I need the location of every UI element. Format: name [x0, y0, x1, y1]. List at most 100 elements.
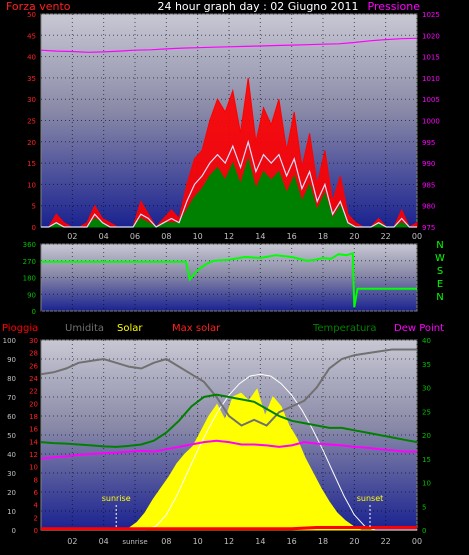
- panel3-legend: Pioggia Umidita Solar Max solar Temperatura D…: [2, 323, 444, 334]
- y-temp-tick: 30: [422, 385, 431, 393]
- y-left-tick: 45: [27, 32, 36, 40]
- y-temp-tick: 15: [422, 456, 431, 464]
- y-rain-tick: 2: [34, 514, 38, 522]
- panel3-annotations: sunrise sunset: [102, 494, 384, 528]
- y-right-tick: 980: [422, 203, 435, 211]
- y-right-tick: 1005: [422, 96, 440, 104]
- compass-label: E: [437, 279, 443, 290]
- x-annotation-sunrise: sunrise: [122, 538, 147, 546]
- y-left-tick: 10: [27, 181, 36, 189]
- y-left-tick: 180: [23, 275, 36, 283]
- legend-item: Dew Point: [394, 323, 444, 334]
- y-left-tick: 5: [32, 203, 36, 211]
- y-right-tick: 990: [422, 160, 435, 168]
- panel3-x-ticks: 02 04 sunrise 08 10 12 14 16 18 20 22 00: [67, 537, 422, 546]
- x-tick: 06: [130, 232, 140, 241]
- y-humidity-tick: 20: [7, 489, 16, 497]
- y-left-tick: 270: [23, 258, 36, 266]
- y-right-tick: 975: [422, 224, 435, 232]
- x-tick: 16: [287, 537, 297, 546]
- legend-item: Solar: [117, 323, 143, 334]
- y-rain-tick: 24: [29, 375, 38, 383]
- series-pressure: [40, 37, 418, 53]
- y-left-tick: 35: [27, 75, 36, 83]
- y-humidity-tick: 10: [7, 508, 16, 516]
- y-right-tick: 1015: [422, 54, 440, 62]
- x-tick: 04: [99, 537, 109, 546]
- series-temperature: [40, 393, 418, 448]
- y-humidity-tick: 0: [12, 527, 16, 535]
- y-left-tick: 20: [27, 139, 36, 147]
- panel1-y-left-ticks: 0 5 10 15 20 25 30 35 40 45 50: [27, 11, 36, 232]
- panel3-y-humidity-ticks: 0 10 20 30 40 50 60 70 80 90 100: [3, 337, 16, 535]
- y-left-tick: 30: [27, 96, 36, 104]
- x-tick: 12: [224, 537, 234, 546]
- x-tick: 02: [67, 232, 77, 241]
- series-rain: [41, 526, 417, 531]
- legend-item: Temperatura: [312, 323, 377, 334]
- x-tick: 10: [193, 232, 203, 241]
- compass-label: S: [437, 266, 443, 277]
- y-temp-tick: 5: [422, 503, 426, 511]
- x-tick: 14: [255, 537, 265, 546]
- x-tick: 22: [381, 537, 391, 546]
- panel2-y-left-ticks: 0 90 180 270 360: [23, 241, 36, 316]
- y-humidity-tick: 30: [7, 470, 16, 478]
- series-humidity: [40, 348, 417, 427]
- y-rain-tick: 0: [34, 527, 38, 535]
- y-temp-tick: 40: [422, 337, 431, 345]
- x-tick: 04: [99, 232, 109, 241]
- sunset-label: sunset: [357, 494, 384, 503]
- y-rain-tick: 6: [34, 489, 39, 497]
- legend-item: Umidita: [65, 323, 104, 334]
- x-tick: 20: [349, 232, 359, 241]
- y-rain-tick: 4: [34, 502, 39, 510]
- compass-label: W: [435, 253, 445, 264]
- y-humidity-tick: 80: [7, 375, 16, 383]
- panel1-y-right-ticks: 975 980 985 990 995 1000 1005 1010 1015 1020 1025: [422, 11, 440, 232]
- compass-label: N: [436, 292, 443, 303]
- y-rain-tick: 8: [34, 476, 38, 484]
- y-left-tick: 360: [23, 241, 36, 249]
- y-humidity-tick: 40: [7, 451, 16, 459]
- x-tick: 00: [412, 537, 422, 546]
- y-rain-tick: 22: [29, 388, 38, 396]
- legend-item: Max solar: [172, 323, 221, 334]
- y-rain-tick: 10: [29, 464, 38, 472]
- y-rain-tick: 14: [29, 438, 38, 446]
- y-rain-tick: 16: [29, 426, 38, 434]
- y-humidity-tick: 60: [7, 413, 16, 421]
- y-rain-tick: 26: [29, 362, 38, 370]
- series-gust_line: [41, 139, 417, 228]
- x-tick: 00: [412, 232, 422, 241]
- x-tick: 02: [67, 537, 77, 546]
- x-tick: 22: [381, 232, 391, 241]
- y-left-tick: 0: [32, 224, 36, 232]
- x-tick: 14: [255, 232, 265, 241]
- x-tick: 10: [193, 537, 203, 546]
- y-rain-tick: 28: [29, 350, 38, 358]
- compass-label: N: [436, 240, 443, 251]
- y-left-tick: 0: [32, 308, 36, 316]
- y-temp-tick: 10: [422, 480, 431, 488]
- y-left-tick: 40: [27, 54, 36, 62]
- y-humidity-tick: 90: [7, 356, 16, 364]
- sunrise-label: sunrise: [102, 494, 131, 503]
- y-rain-tick: 18: [29, 413, 38, 421]
- chart-title: 24 hour graph day : 02 Giugno 2011: [157, 0, 358, 13]
- right-title: Pressione: [368, 0, 421, 13]
- x-tick: 08: [161, 537, 171, 546]
- y-temp-tick: 20: [422, 432, 431, 440]
- y-rain-tick: 30: [29, 337, 38, 345]
- y-humidity-tick: 70: [7, 394, 16, 402]
- panel3-series: [40, 348, 418, 531]
- x-tick: 08: [161, 232, 171, 241]
- y-right-tick: 995: [422, 139, 435, 147]
- x-tick: 18: [318, 537, 328, 546]
- y-left-tick: 90: [27, 291, 36, 299]
- y-right-tick: 1020: [422, 32, 440, 40]
- y-right-tick: 1000: [422, 118, 440, 126]
- x-tick: 18: [318, 232, 328, 241]
